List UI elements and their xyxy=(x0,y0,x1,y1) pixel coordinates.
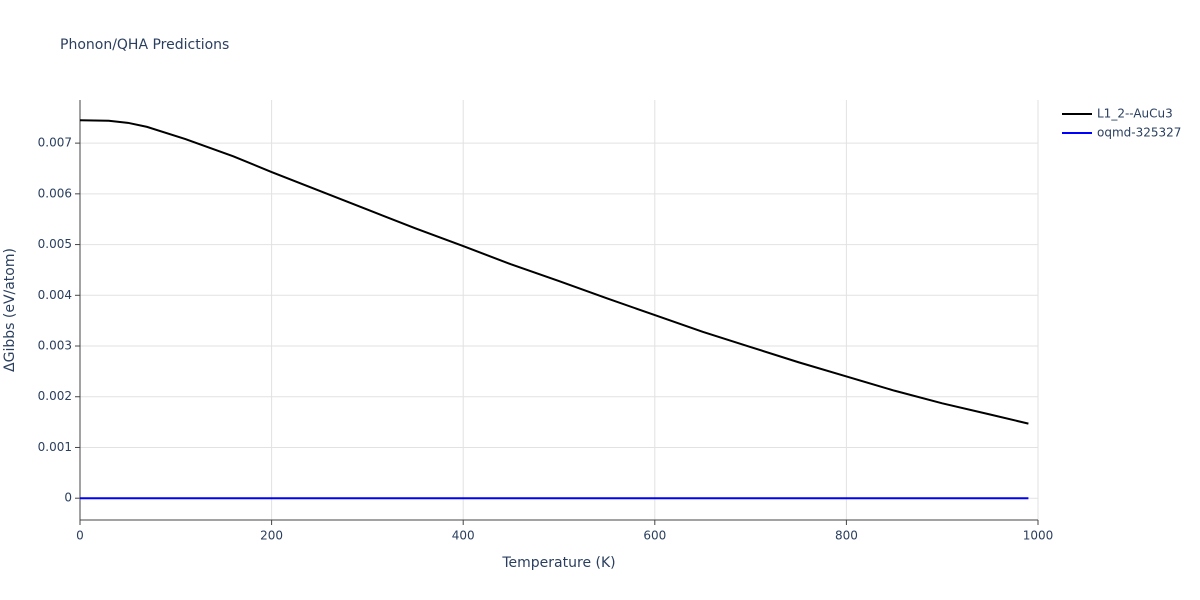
y-tick-label: 0.005 xyxy=(38,237,72,251)
x-tick-label: 1000 xyxy=(1023,529,1054,543)
data-line xyxy=(79,119,1029,425)
x-tick-label: 400 xyxy=(452,529,475,543)
y-tick-label: 0.003 xyxy=(38,339,72,353)
x-axis-title: Temperature (K) xyxy=(501,555,615,571)
y-tick-label: 0.001 xyxy=(38,440,72,454)
y-tick-label: 0.006 xyxy=(38,186,72,200)
y-axis-title: ΔGibbs (eV/atom) xyxy=(2,248,18,372)
y-tick-label: 0.002 xyxy=(38,389,72,403)
legend-label: L1_2--AuCu3 xyxy=(1097,107,1173,121)
y-tick-label: 0 xyxy=(64,491,72,505)
chart-title: Phonon/QHA Predictions xyxy=(60,37,229,53)
y-tick-label: 0.007 xyxy=(38,136,72,150)
x-tick-label: 600 xyxy=(643,529,666,543)
x-tick-label: 0 xyxy=(76,529,84,543)
x-tick-label: 200 xyxy=(260,529,283,543)
legend-label: oqmd-325327 xyxy=(1097,126,1181,140)
x-tick-label: 800 xyxy=(835,529,858,543)
y-tick-label: 0.004 xyxy=(38,288,72,302)
